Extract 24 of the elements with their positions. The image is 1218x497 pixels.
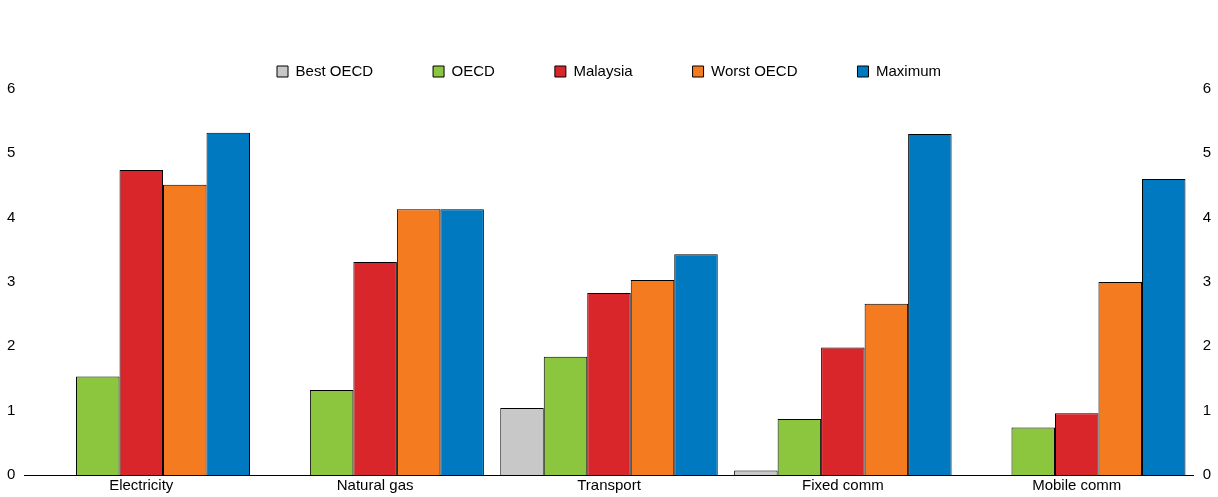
y-tick-label: 6: [7, 79, 16, 97]
x-tick-label: Mobile comm: [1032, 476, 1122, 494]
y2-tick-label: 0: [1202, 465, 1211, 483]
legend-label: Malaysia: [573, 61, 634, 79]
y2-tick-label: 5: [1202, 143, 1211, 161]
x-tick-label: Transport: [577, 476, 642, 494]
y-tick-label: 1: [7, 400, 16, 418]
x-tick-label: Natural gas: [336, 476, 414, 494]
y-tick-label: 5: [7, 143, 16, 161]
x-tick-label: Electricity: [109, 476, 174, 494]
y-tick-label: 2: [7, 336, 16, 354]
legend-label: Worst OECD: [711, 61, 798, 79]
y2-tick-label: 6: [1202, 79, 1211, 97]
legend-label: OECD: [451, 61, 496, 79]
legend-label: Best OECD: [295, 61, 374, 79]
y2-tick-label: 1: [1202, 400, 1211, 418]
y2-tick-label: 4: [1202, 207, 1211, 225]
y-tick-label: 3: [7, 272, 16, 290]
y-tick-label: 4: [7, 207, 16, 225]
legend-label: Maximum: [875, 61, 941, 79]
x-tick-label: Fixed comm: [802, 476, 884, 494]
y2-tick-label: 3: [1202, 272, 1211, 290]
y2-tick-label: 2: [1202, 336, 1211, 354]
y-tick-label: 0: [7, 465, 16, 483]
